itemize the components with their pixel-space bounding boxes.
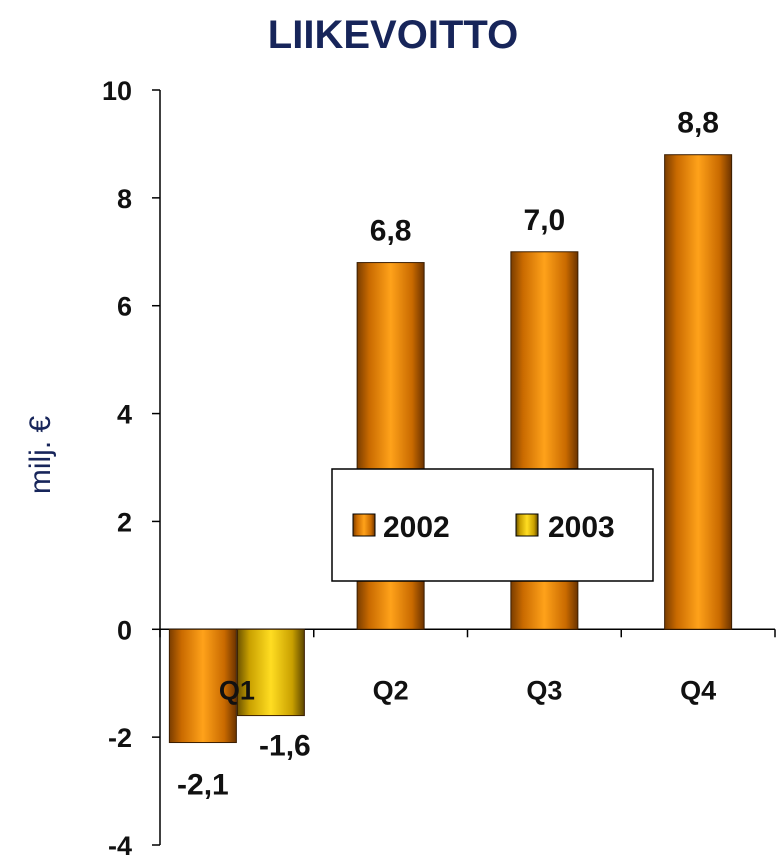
bar-2002-q4 <box>664 154 733 630</box>
y-tick-label: 0 <box>117 615 132 645</box>
legend-swatch-2002 <box>352 513 376 537</box>
x-tick-label-q4: Q4 <box>680 675 716 705</box>
y-tick-label: 8 <box>117 184 132 214</box>
y-tick-label: -4 <box>108 831 132 861</box>
data-labels: -2,1 -1,6 6,8 7,0 8,8 <box>177 107 719 802</box>
x-tick-label-q2: Q2 <box>373 675 409 705</box>
y-tick-label: 6 <box>117 292 132 322</box>
y-tick-label: 2 <box>117 507 132 537</box>
legend: 2002 2003 <box>331 468 654 582</box>
y-tick-label: 4 <box>117 400 132 430</box>
data-label-2002-q2: 6,8 <box>370 215 412 248</box>
data-label-2002-q3: 7,0 <box>524 204 566 237</box>
data-label-2003-q1: -1,6 <box>259 730 311 763</box>
legend-box <box>331 468 654 582</box>
y-tick-label: -2 <box>108 723 132 753</box>
data-label-2002-q4: 8,8 <box>677 107 719 140</box>
x-tick-label-q3: Q3 <box>526 675 562 705</box>
x-tick-label-q1: Q1 <box>219 675 255 705</box>
legend-label-2002: 2002 <box>383 511 450 544</box>
bar-2003-q1 <box>236 628 305 717</box>
data-label-2002-q1: -2,1 <box>177 769 229 802</box>
legend-label-2003: 2003 <box>548 511 615 544</box>
category-labels: Q1 Q2 Q3 Q4 <box>219 675 716 705</box>
chart-title: LIIKEVOITTO <box>268 13 518 57</box>
legend-swatch-2003 <box>515 513 539 537</box>
bars <box>168 154 733 744</box>
bar-2002-q1 <box>168 628 237 744</box>
y-axis-label: milj. € <box>24 416 57 495</box>
y-tick-label: 10 <box>102 76 132 106</box>
